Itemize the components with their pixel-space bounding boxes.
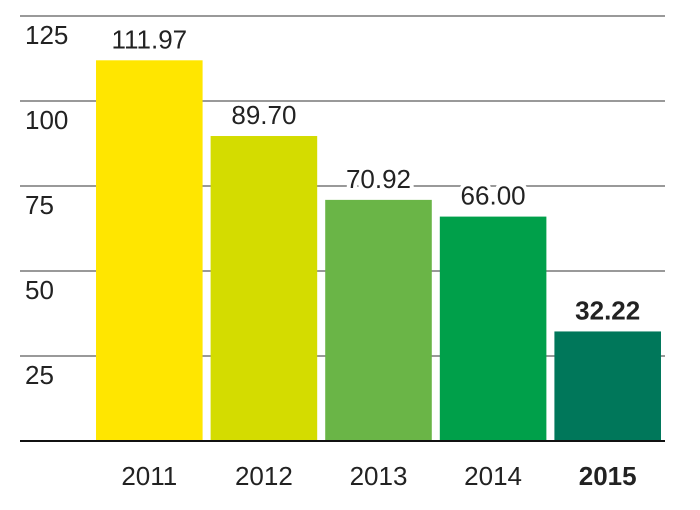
bar [96, 60, 203, 441]
value-label: 111.97 [111, 24, 187, 54]
y-tick-label: 125 [25, 20, 68, 50]
bar [554, 331, 661, 441]
x-tick-label: 2015 [579, 461, 637, 491]
y-tick-label: 75 [25, 190, 54, 220]
x-tick-label: 2012 [235, 461, 293, 491]
value-label: 89.70 [231, 100, 296, 130]
bar [439, 216, 547, 441]
y-tick-label: 50 [25, 275, 54, 305]
x-tick-label: 2013 [350, 461, 408, 491]
value-label: 70.92 [346, 164, 411, 194]
bar [325, 199, 432, 441]
bar [210, 136, 318, 441]
x-tick-label: 2014 [464, 461, 522, 491]
value-label: 66.00 [461, 181, 526, 211]
y-tick-label: 100 [25, 105, 68, 135]
y-tick-label: 25 [25, 360, 54, 390]
x-tick-label: 2011 [121, 461, 177, 491]
value-label: 32.22 [575, 295, 640, 325]
